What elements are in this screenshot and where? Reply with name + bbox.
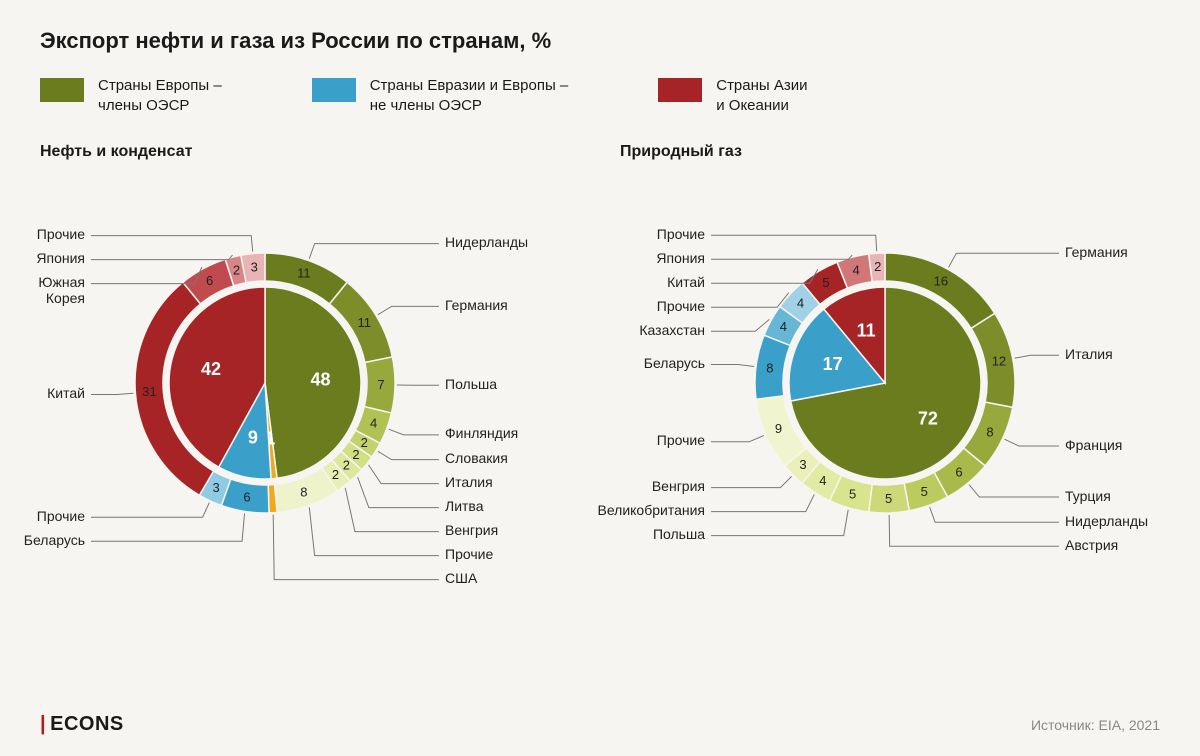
- slice-label: Япония: [36, 250, 85, 266]
- slice-label: Прочие: [657, 432, 705, 448]
- svg-text:8: 8: [986, 424, 993, 439]
- svg-text:8: 8: [766, 360, 773, 375]
- slice-label: Беларусь: [24, 532, 85, 548]
- slice-label: Прочие: [657, 226, 705, 242]
- svg-text:4: 4: [819, 472, 826, 487]
- chart-canvas: 481942111174222286331623НидерландыГерман…: [40, 173, 580, 633]
- slice-label: Финляндия: [445, 425, 518, 441]
- slice-label: Словакия: [445, 450, 508, 466]
- slice-label: Казахстан: [639, 322, 705, 338]
- slice-label: Прочие: [445, 546, 493, 562]
- slice-label: Китай: [667, 274, 705, 290]
- svg-text:11: 11: [357, 314, 371, 329]
- legend-swatch: [658, 78, 702, 102]
- slice-label: Франция: [1065, 437, 1122, 453]
- source-text: Источник: EIA, 2021: [1031, 717, 1160, 733]
- svg-text:2: 2: [874, 259, 881, 274]
- svg-text:31: 31: [142, 384, 156, 399]
- svg-text:4: 4: [780, 319, 787, 334]
- svg-text:3: 3: [799, 457, 806, 472]
- brand-logo: |ECONS: [40, 713, 124, 736]
- svg-text:6: 6: [955, 464, 962, 479]
- svg-text:48: 48: [311, 369, 331, 389]
- charts-row: Нефть и конденсат 4819421111742222863316…: [40, 143, 1160, 633]
- svg-text:2: 2: [361, 435, 368, 450]
- slice-label: Китай: [47, 385, 85, 401]
- svg-text:16: 16: [934, 273, 948, 288]
- slice-label: Прочие: [657, 298, 705, 314]
- legend-label: Страны Азии и Океании: [716, 76, 807, 117]
- legend-item: Страны Европы – члены ОЭСР: [40, 76, 222, 117]
- slice-label: Турция: [1065, 488, 1111, 504]
- slice-label: Нидерланды: [445, 234, 528, 250]
- svg-text:3: 3: [251, 259, 258, 274]
- svg-text:11: 11: [297, 265, 311, 280]
- footer: |ECONS Источник: EIA, 2021: [40, 713, 1160, 736]
- chart-canvas: 721711161286555439844542ГерманияИталияФр…: [620, 173, 1160, 633]
- svg-text:72: 72: [918, 408, 938, 428]
- slice-label: Германия: [445, 297, 508, 313]
- brand-bar: |: [40, 713, 46, 735]
- svg-text:4: 4: [370, 415, 377, 430]
- svg-text:2: 2: [233, 262, 240, 277]
- chart-panel-oil: Нефть и конденсат 4819421111742222863316…: [40, 143, 580, 633]
- slice-label: Австрия: [1065, 537, 1118, 553]
- brand-text: ECONS: [50, 713, 124, 735]
- svg-text:42: 42: [201, 359, 221, 379]
- legend-swatch: [40, 78, 84, 102]
- page-title: Экспорт нефти и газа из России по страна…: [40, 28, 1160, 54]
- slice-label: США: [445, 570, 477, 586]
- svg-text:17: 17: [823, 354, 843, 374]
- slice-label: Великобритания: [597, 502, 705, 518]
- chart-title: Нефть и конденсат: [40, 143, 580, 161]
- svg-text:5: 5: [849, 486, 856, 501]
- legend-swatch: [312, 78, 356, 102]
- svg-text:2: 2: [332, 467, 339, 482]
- svg-text:6: 6: [243, 489, 250, 504]
- svg-text:12: 12: [992, 353, 1006, 368]
- slice-label: Польша: [653, 526, 705, 542]
- slice-label: Польша: [445, 376, 497, 392]
- slice-label: Италия: [1065, 346, 1113, 362]
- slice-label: Италия: [445, 474, 493, 490]
- legend-label: Страны Евразии и Европы – не члены ОЭСР: [370, 76, 569, 117]
- svg-text:4: 4: [797, 295, 804, 310]
- svg-text:2: 2: [352, 446, 359, 461]
- slice-label: Венгрия: [652, 478, 705, 494]
- svg-text:9: 9: [248, 427, 258, 447]
- slice-label: Венгрия: [445, 522, 498, 538]
- infographic-root: Экспорт нефти и газа из России по страна…: [0, 0, 1200, 756]
- svg-text:5: 5: [921, 484, 928, 499]
- svg-text:6: 6: [206, 273, 213, 288]
- slice-label: Прочие: [37, 226, 85, 242]
- slice-label: Литва: [445, 498, 484, 514]
- svg-text:8: 8: [300, 484, 307, 499]
- legend-item: Страны Азии и Океании: [658, 76, 807, 117]
- svg-text:5: 5: [885, 490, 892, 505]
- slice-label: Прочие: [37, 508, 85, 524]
- svg-text:2: 2: [343, 457, 350, 472]
- svg-text:4: 4: [853, 262, 860, 277]
- svg-text:5: 5: [822, 275, 829, 290]
- legend: Страны Европы – члены ОЭСР Страны Еврази…: [40, 76, 1160, 117]
- slice-label: Беларусь: [644, 355, 705, 371]
- svg-text:7: 7: [377, 376, 384, 391]
- slice-label: Япония: [656, 250, 705, 266]
- slice-label: Нидерланды: [1065, 513, 1148, 529]
- slice-label: Германия: [1065, 244, 1128, 260]
- chart-title: Природный газ: [620, 143, 1160, 161]
- svg-text:9: 9: [775, 421, 782, 436]
- legend-label: Страны Европы – члены ОЭСР: [98, 76, 222, 117]
- svg-text:3: 3: [212, 480, 219, 495]
- chart-panel-gas: Природный газ 721711161286555439844542Ге…: [620, 143, 1160, 633]
- legend-item: Страны Евразии и Европы – не члены ОЭСР: [312, 76, 569, 117]
- slice-label: Южная Корея: [38, 274, 85, 306]
- svg-text:11: 11: [857, 320, 876, 340]
